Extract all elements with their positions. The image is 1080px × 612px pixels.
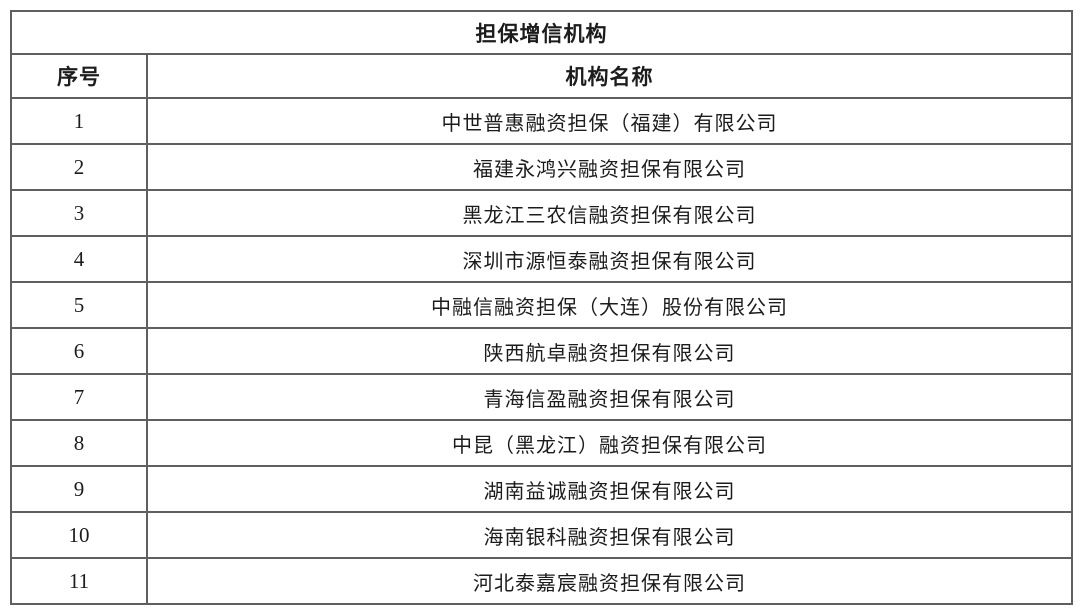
row-index: 1	[10, 97, 148, 145]
table-row: 10 海南银科融资担保有限公司	[10, 511, 1073, 559]
row-index: 11	[10, 557, 148, 605]
table-row: 6 陕西航卓融资担保有限公司	[10, 327, 1073, 375]
column-header-row: 序号 机构名称	[10, 53, 1073, 99]
institution-name: 中昆（黑龙江）融资担保有限公司	[146, 419, 1073, 467]
table-header: 担保增信机构 序号 机构名称	[10, 10, 1073, 99]
row-index: 10	[10, 511, 148, 559]
row-index: 4	[10, 235, 148, 283]
table-title-row: 担保增信机构	[10, 10, 1073, 55]
institution-name: 中融信融资担保（大连）股份有限公司	[146, 281, 1073, 329]
table-row: 8 中昆（黑龙江）融资担保有限公司	[10, 419, 1073, 467]
institution-name: 深圳市源恒泰融资担保有限公司	[146, 235, 1073, 283]
column-header-index: 序号	[10, 53, 148, 99]
table-row: 5 中融信融资担保（大连）股份有限公司	[10, 281, 1073, 329]
column-header-name: 机构名称	[146, 53, 1073, 99]
table-row: 4 深圳市源恒泰融资担保有限公司	[10, 235, 1073, 283]
table-row: 7 青海信盈融资担保有限公司	[10, 373, 1073, 421]
institution-name: 福建永鸿兴融资担保有限公司	[146, 143, 1073, 191]
guarantee-institutions-table: 担保增信机构 序号 机构名称 1 中世普惠融资担保（福建）有限公司 2 福建永鸿兴融资…	[10, 10, 1073, 605]
row-index: 9	[10, 465, 148, 513]
institution-name: 湖南益诚融资担保有限公司	[146, 465, 1073, 513]
institution-name: 青海信盈融资担保有限公司	[146, 373, 1073, 421]
table-row: 1 中世普惠融资担保（福建）有限公司	[10, 97, 1073, 145]
row-index: 7	[10, 373, 148, 421]
row-index: 5	[10, 281, 148, 329]
institution-name: 河北泰嘉宸融资担保有限公司	[146, 557, 1073, 605]
table-body: 1 中世普惠融资担保（福建）有限公司 2 福建永鸿兴融资担保有限公司 3 黑龙江三农信融资…	[10, 97, 1073, 605]
row-index: 6	[10, 327, 148, 375]
row-index: 2	[10, 143, 148, 191]
table-row: 3 黑龙江三农信融资担保有限公司	[10, 189, 1073, 237]
row-index: 3	[10, 189, 148, 237]
institution-name: 陕西航卓融资担保有限公司	[146, 327, 1073, 375]
institution-name: 黑龙江三农信融资担保有限公司	[146, 189, 1073, 237]
table-row: 11 河北泰嘉宸融资担保有限公司	[10, 557, 1073, 605]
table-row: 2 福建永鸿兴融资担保有限公司	[10, 143, 1073, 191]
row-index: 8	[10, 419, 148, 467]
institution-name: 海南银科融资担保有限公司	[146, 511, 1073, 559]
table-title: 担保增信机构	[10, 10, 1073, 55]
table-row: 9 湖南益诚融资担保有限公司	[10, 465, 1073, 513]
institution-name: 中世普惠融资担保（福建）有限公司	[146, 97, 1073, 145]
